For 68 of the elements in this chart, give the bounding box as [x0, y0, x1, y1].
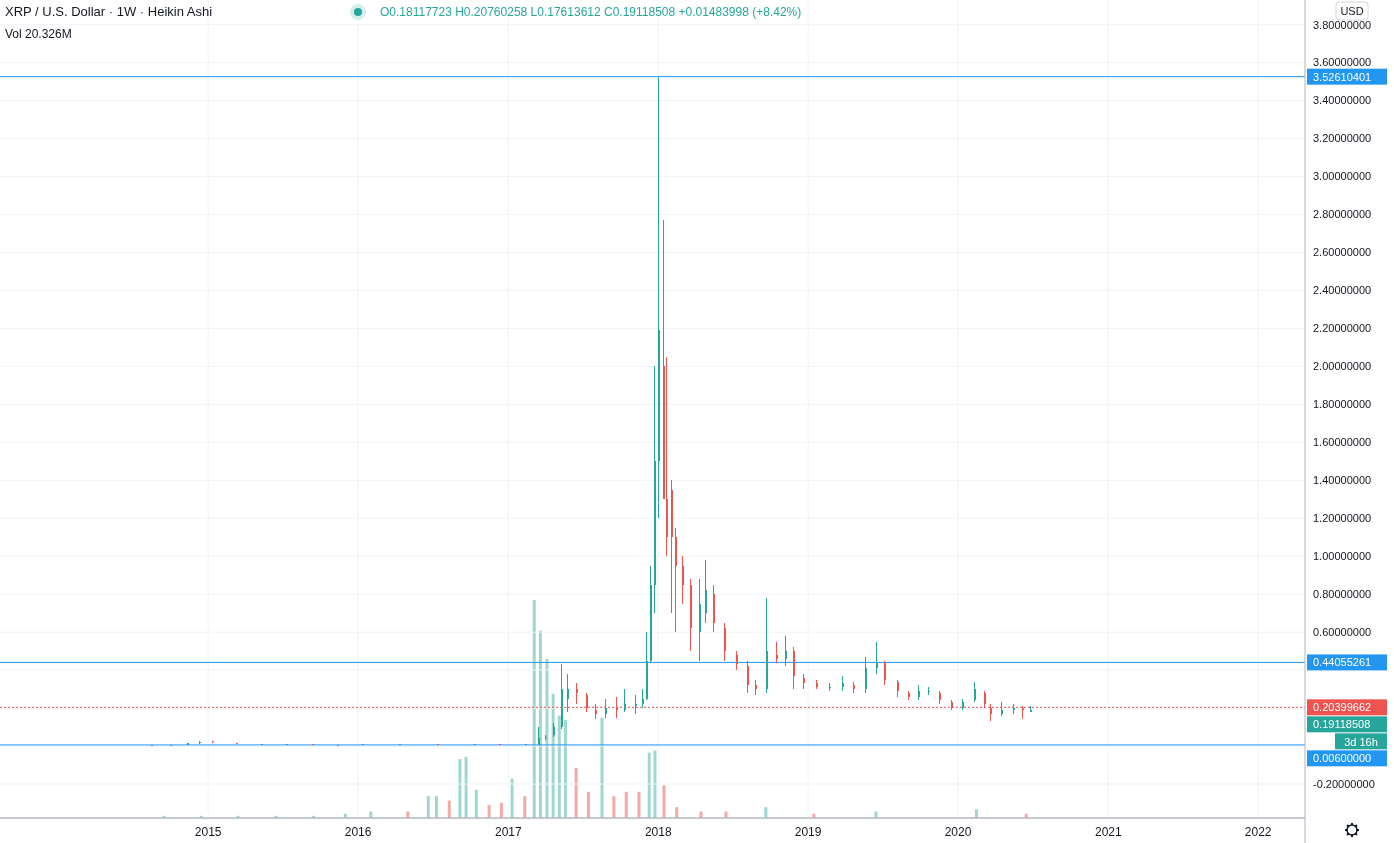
bar: [563, 719, 567, 818]
ref-line-label: 0.20399662: [1313, 701, 1372, 714]
bar: [532, 600, 536, 818]
bar: [662, 785, 666, 818]
bar: [499, 802, 503, 818]
bar: [624, 791, 628, 818]
y-tick-label: 3.20000000: [1313, 132, 1372, 145]
y-tick-label: 1.00000000: [1313, 550, 1372, 563]
y-tick-label: 3.40000000: [1313, 94, 1372, 107]
text: Vol 20.326M: [5, 27, 72, 41]
y-tick-label: 1.80000000: [1313, 398, 1372, 411]
x-tick-label: 2019: [794, 825, 822, 839]
y-tick-label: 3.80000000: [1313, 18, 1372, 31]
x-tick-label: 2016: [344, 825, 372, 839]
y-tick-label: 3.60000000: [1313, 56, 1372, 69]
bar: [369, 811, 373, 818]
ref-line-label: 3.52610401: [1313, 70, 1372, 83]
bar: [874, 811, 878, 818]
bar: [435, 796, 439, 818]
bar: [458, 759, 462, 818]
y-tick-label: 0.80000000: [1313, 588, 1372, 601]
bar: [612, 796, 616, 818]
y-tick-label: -0.20000000: [1313, 777, 1375, 790]
y-tick-label: 2.60000000: [1313, 246, 1372, 259]
bar: [426, 796, 430, 818]
ref-line-label: 0.44055261: [1313, 656, 1372, 669]
annotation: O0.18117723 H0.20760258 L0.17613612 C0.19118508 +0.01483998 (+8.42%): [380, 5, 802, 19]
bar: [974, 809, 978, 818]
x-tick-label: 2021: [1094, 825, 1122, 839]
bar: [586, 791, 590, 818]
bar: [600, 717, 604, 818]
bar: [699, 811, 703, 818]
y-tick-label: 0.60000000: [1313, 626, 1372, 638]
bar: [724, 811, 728, 818]
bar: [557, 715, 561, 818]
bar: [653, 750, 657, 818]
bar: [637, 791, 641, 818]
y-tick-label: 1.60000000: [1313, 436, 1372, 449]
y-tick-label: 2.00000000: [1313, 360, 1372, 373]
y-tick-label: 2.40000000: [1313, 284, 1372, 297]
y-tick-label: 1.40000000: [1313, 474, 1372, 487]
x-tick-label: 2015: [194, 825, 222, 839]
bar: [464, 756, 468, 818]
bar: [545, 658, 549, 818]
bar: [574, 767, 578, 818]
bar: [406, 811, 410, 818]
bar: [647, 752, 651, 818]
bar: [675, 807, 679, 818]
y-tick-label: 2.80000000: [1313, 208, 1372, 221]
text: 0.19118508: [1313, 718, 1371, 731]
bar: [764, 807, 768, 818]
text: USD: [1340, 4, 1364, 17]
ref-line-label: 0.00600000: [1313, 752, 1372, 765]
x-tick-label: 2018: [644, 825, 672, 839]
bar: [538, 630, 542, 818]
bar: [487, 804, 491, 818]
chart-title: XRP / U.S. Dollar · 1W · Heikin Ashi: [5, 4, 213, 19]
y-tick-label: 1.20000000: [1313, 512, 1372, 525]
y-tick-label: 3.00000000: [1313, 170, 1372, 183]
bar: [447, 800, 451, 818]
bar: [510, 778, 514, 818]
text: 3d 16h: [1344, 735, 1378, 748]
x-tick-label: 2020: [944, 825, 972, 839]
x-tick-label: 2017: [495, 825, 523, 839]
y-tick-label: 2.20000000: [1313, 322, 1372, 335]
x-tick-label: 2022: [1244, 825, 1272, 839]
bar: [523, 796, 527, 818]
bar: [474, 789, 478, 818]
